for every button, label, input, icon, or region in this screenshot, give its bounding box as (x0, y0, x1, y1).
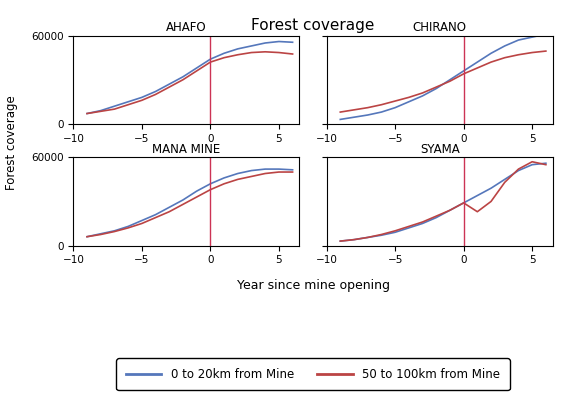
Title: AHAFO: AHAFO (166, 21, 206, 34)
Title: MANA MINE: MANA MINE (152, 143, 221, 156)
Text: Forest coverage: Forest coverage (252, 18, 374, 33)
Legend: 0 to 20km from Mine, 50 to 100km from Mine: 0 to 20km from Mine, 50 to 100km from Mi… (116, 358, 510, 390)
Text: Year since mine opening: Year since mine opening (236, 279, 390, 292)
Text: Forest coverage: Forest coverage (5, 95, 18, 190)
Title: SYAMA: SYAMA (420, 143, 460, 156)
Title: CHIRANO: CHIRANO (413, 21, 466, 34)
